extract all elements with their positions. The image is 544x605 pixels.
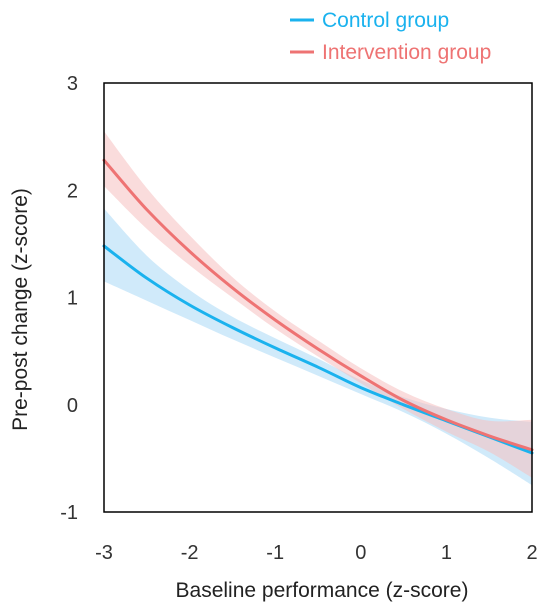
- intervention-group-confidence-band: [104, 131, 532, 478]
- x-tick-label: 0: [355, 542, 366, 564]
- confidence-bands: [104, 131, 532, 486]
- y-tick-label: 2: [67, 180, 78, 202]
- intervention-group-line: [102, 158, 534, 452]
- x-tick-label: 1: [441, 542, 452, 564]
- legend: Control group Intervention group: [290, 9, 491, 64]
- y-tick-label: 1: [67, 288, 78, 310]
- y-tick-label: 3: [67, 73, 78, 95]
- y-axis-title: Pre-post change (z-score): [9, 188, 32, 431]
- y-tick-label: 0: [67, 395, 78, 417]
- x-tick-label: -2: [181, 542, 199, 564]
- legend-label: Intervention group: [322, 41, 491, 64]
- x-axis-ticks: -3 -2 -1 0 1 2: [95, 542, 537, 564]
- plot-area: [103, 82, 533, 513]
- x-tick-label: 2: [526, 542, 537, 564]
- legend-label: Control group: [322, 9, 449, 32]
- x-tick-label: -3: [95, 542, 113, 564]
- x-tick-label: -1: [266, 542, 284, 564]
- y-tick-label: -1: [60, 502, 78, 524]
- series-lines: [102, 158, 534, 455]
- y-axis-ticks: -1 0 1 2 3: [60, 73, 78, 524]
- x-axis-title: Baseline performance (z-score): [176, 579, 469, 602]
